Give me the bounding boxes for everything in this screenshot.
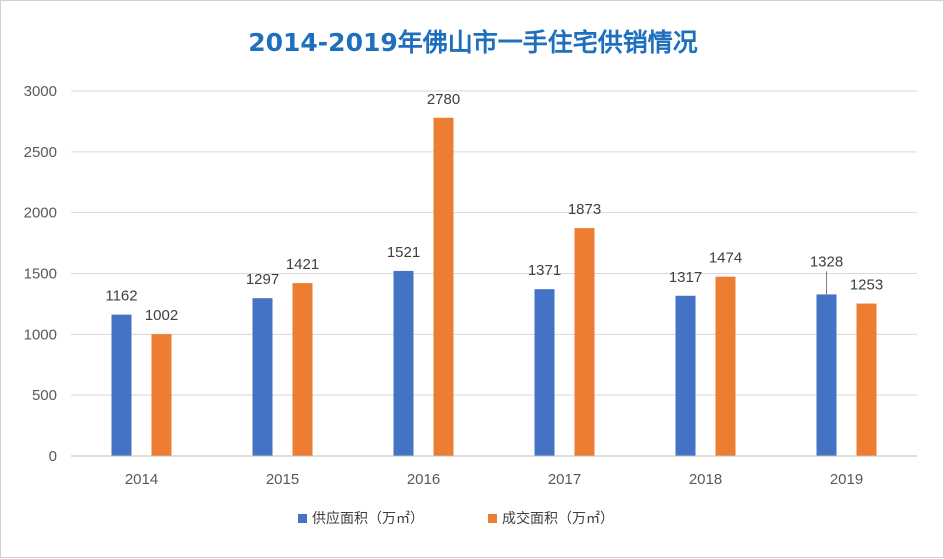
- chart-title: 2014-2019年佛山市一手住宅供销情况: [248, 28, 698, 57]
- y-tick-label: 1000: [24, 326, 57, 343]
- data-label: 1297: [246, 271, 279, 288]
- x-tick-label: 2019: [830, 471, 863, 488]
- bar-supply-2015: [252, 298, 273, 456]
- bar-sales-2016: [433, 117, 454, 457]
- y-axis: 0 500 1000 1500 2000 2500 3000: [24, 83, 57, 465]
- x-tick-label: 2017: [548, 471, 581, 488]
- bar-sales-2015: [292, 283, 313, 456]
- data-label: 2780: [427, 91, 460, 108]
- data-label: 1371: [528, 262, 561, 279]
- x-tick-label: 2018: [689, 471, 722, 488]
- x-tick-label: 2014: [125, 471, 158, 488]
- y-tick-label: 2500: [24, 144, 57, 161]
- bar-supply-2018: [675, 295, 696, 456]
- x-tick-label: 2016: [407, 471, 440, 488]
- bar-sales-2019: [856, 303, 877, 456]
- legend: 供应面积（万㎡） 成交面积（万㎡）: [298, 510, 614, 527]
- data-label: 1521: [387, 244, 420, 261]
- y-tick-label: 1500: [24, 266, 57, 283]
- y-tick-label: 2000: [24, 205, 57, 222]
- data-label: 1253: [850, 277, 883, 294]
- y-tick-label: 0: [49, 448, 57, 465]
- data-label: 1002: [145, 307, 178, 324]
- bars: [111, 117, 877, 457]
- data-label: 1873: [568, 201, 601, 218]
- legend-label: 成交面积（万㎡）: [502, 510, 614, 527]
- data-labels: 1162 1002 1297 1421 1521 2780 1371 1873 1317 1474…: [105, 91, 883, 324]
- x-tick-label: 2015: [266, 471, 299, 488]
- x-axis: 2014 2015 2016 2017 2018 2019: [71, 455, 917, 488]
- legend-label: 供应面积（万㎡）: [312, 510, 424, 527]
- y-tick-label: 3000: [24, 83, 57, 100]
- bar-supply-2017: [534, 289, 555, 456]
- y-tick-label: 500: [32, 387, 57, 404]
- legend-swatch: [488, 514, 497, 523]
- bar-supply-2016: [393, 270, 414, 456]
- bar-sales-2018: [715, 276, 736, 456]
- data-label: 1162: [105, 288, 137, 305]
- legend-swatch: [298, 514, 307, 523]
- data-label: 1421: [286, 256, 319, 273]
- data-label: 1474: [709, 250, 742, 267]
- bar-supply-2014: [111, 314, 132, 456]
- gridlines: [71, 90, 917, 457]
- bar-supply-2019: [816, 294, 837, 456]
- bar-sales-2014: [151, 334, 172, 456]
- bar-sales-2017: [574, 228, 595, 456]
- data-label: 1328: [810, 253, 843, 270]
- data-label: 1317: [669, 269, 702, 286]
